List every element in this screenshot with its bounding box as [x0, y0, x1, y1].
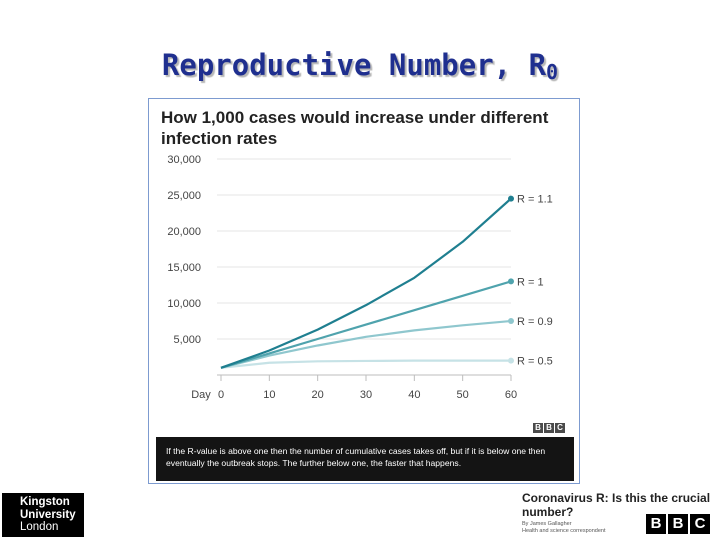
- bbc-small-letter: B: [544, 423, 554, 433]
- series-line: [220, 359, 511, 369]
- x-tick-label: 60: [505, 389, 517, 401]
- bbc-letter: B: [646, 514, 666, 534]
- x-tick-label: 20: [312, 389, 324, 401]
- y-tick-label: 15,000: [167, 262, 201, 274]
- bbc-source-logo: B B C: [533, 423, 565, 433]
- series-line: [220, 197, 512, 369]
- bbc-logo: B B C: [646, 514, 710, 534]
- y-tick-label: 5,000: [173, 334, 201, 346]
- series-endpoint: [508, 318, 514, 324]
- university-logo: Kingston University London: [2, 493, 84, 537]
- bbc-small-letter: C: [555, 423, 565, 433]
- author-name: By James Gallagher: [522, 521, 572, 527]
- chart-caption: If the R-value is above one then the num…: [156, 437, 574, 481]
- series-endpoint: [508, 278, 514, 285]
- x-tick-label: 0: [218, 389, 224, 401]
- bbc-letter: B: [668, 514, 688, 534]
- x-tick-label: 30: [360, 389, 372, 401]
- logo-line-2: University: [20, 508, 76, 521]
- logo-line-1: Kingston: [20, 496, 70, 508]
- logo-line-3: London: [20, 521, 59, 533]
- article-author: By James Gallagher Health and science co…: [522, 521, 605, 535]
- author-role: Health and science correspondent: [522, 528, 606, 534]
- slide-title: Reproductive Number, R0: [161, 48, 559, 84]
- y-tick-label: 30,000: [167, 154, 201, 166]
- series-label: R = 1: [517, 276, 544, 288]
- title-subscript: 0: [546, 60, 559, 84]
- series-label: R = 1.1: [517, 194, 553, 206]
- series-endpoint: [508, 357, 514, 364]
- line-chart: 30,000 25,000 20,000 15,000 10,000 5,000 0 10 20…: [167, 154, 553, 401]
- article-title: Coronavirus R: Is this the crucial numbe…: [522, 491, 711, 519]
- series-line: [220, 319, 512, 369]
- x-tick-label: 50: [457, 389, 469, 401]
- series-endpoint: [508, 195, 514, 202]
- chart-card: How 1,000 cases would increase under dif…: [148, 98, 580, 484]
- series-label: R = 0.9: [517, 316, 553, 328]
- y-tick-label: 20,000: [167, 226, 201, 238]
- x-axis-label: Day: [191, 389, 211, 401]
- series-label: R = 0.5: [517, 356, 553, 368]
- bbc-letter: C: [690, 514, 710, 534]
- series-line: [220, 280, 512, 369]
- y-tick-label: 10,000: [167, 298, 201, 310]
- x-tick-label: 10: [263, 389, 275, 401]
- x-tick-label: 40: [408, 389, 420, 401]
- chart-title: How 1,000 cases would increase under dif…: [161, 108, 549, 148]
- y-tick-label: 25,000: [167, 190, 201, 202]
- bbc-small-letter: B: [533, 423, 543, 433]
